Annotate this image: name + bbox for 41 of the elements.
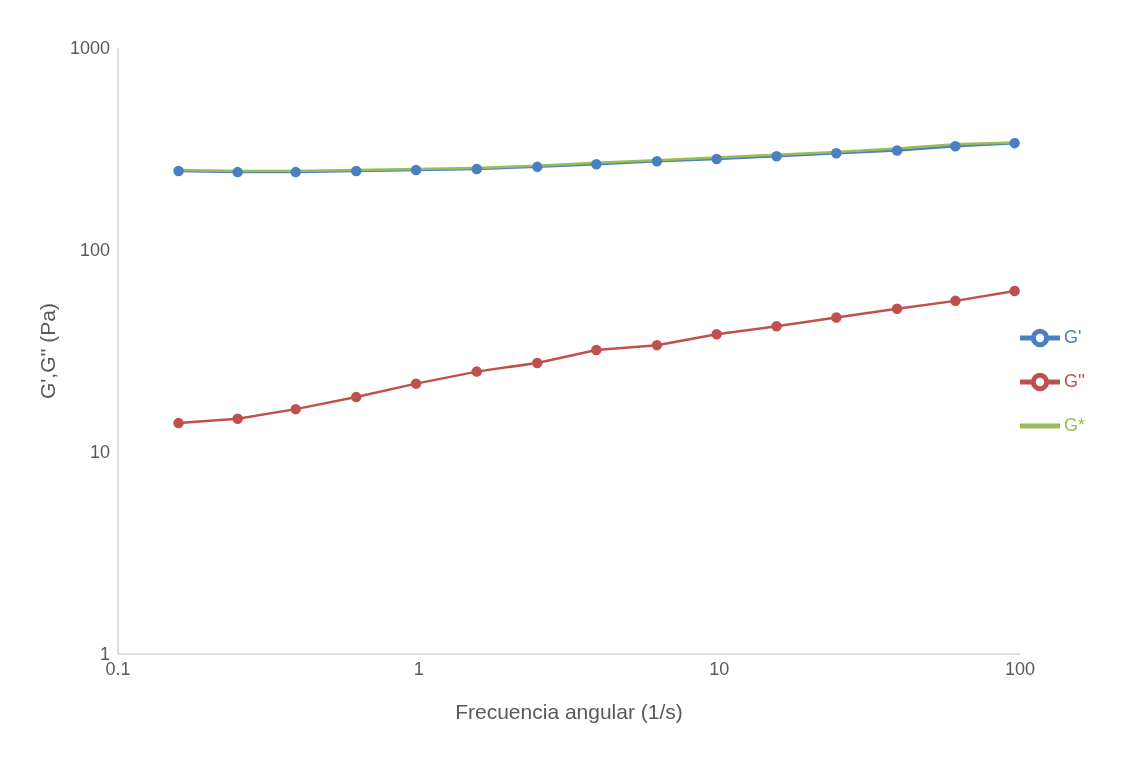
point (831, 312, 842, 323)
point (831, 148, 842, 159)
point (173, 417, 184, 429)
point (410, 378, 422, 389)
point (173, 165, 184, 177)
point (410, 164, 422, 176)
point (711, 328, 722, 340)
point (232, 166, 243, 178)
legend-label: G' (1063, 327, 1082, 347)
point (651, 339, 663, 351)
point (891, 145, 903, 156)
point (891, 303, 903, 314)
point (651, 156, 663, 167)
point (1009, 285, 1020, 297)
point (290, 166, 301, 178)
y-tick-label: 100 (79, 240, 110, 261)
y-tick-label: 10 (89, 442, 110, 463)
y-axis-title: G',G'' (Pa) (36, 302, 60, 400)
point (1009, 137, 1020, 149)
x-tick-label: 10 (709, 658, 730, 679)
point (591, 158, 602, 170)
x-tick-label: 1 (413, 658, 424, 679)
point (471, 163, 482, 175)
point (591, 344, 602, 356)
legend-label: G'' (1063, 371, 1085, 391)
point (950, 141, 961, 152)
point (232, 413, 243, 425)
x-tick-label: 100 (1004, 658, 1036, 679)
point (771, 321, 782, 332)
point (771, 151, 782, 162)
legend-label: G* (1063, 415, 1085, 435)
point (950, 295, 961, 307)
point (471, 366, 482, 377)
point (711, 153, 722, 165)
point (532, 161, 543, 173)
x-axis-title: Frecuencia angular (1/s) (455, 700, 683, 723)
y-tick-label: 1000 (69, 38, 110, 59)
point (350, 391, 362, 403)
point (290, 403, 301, 415)
point (532, 357, 543, 369)
point (350, 165, 362, 177)
